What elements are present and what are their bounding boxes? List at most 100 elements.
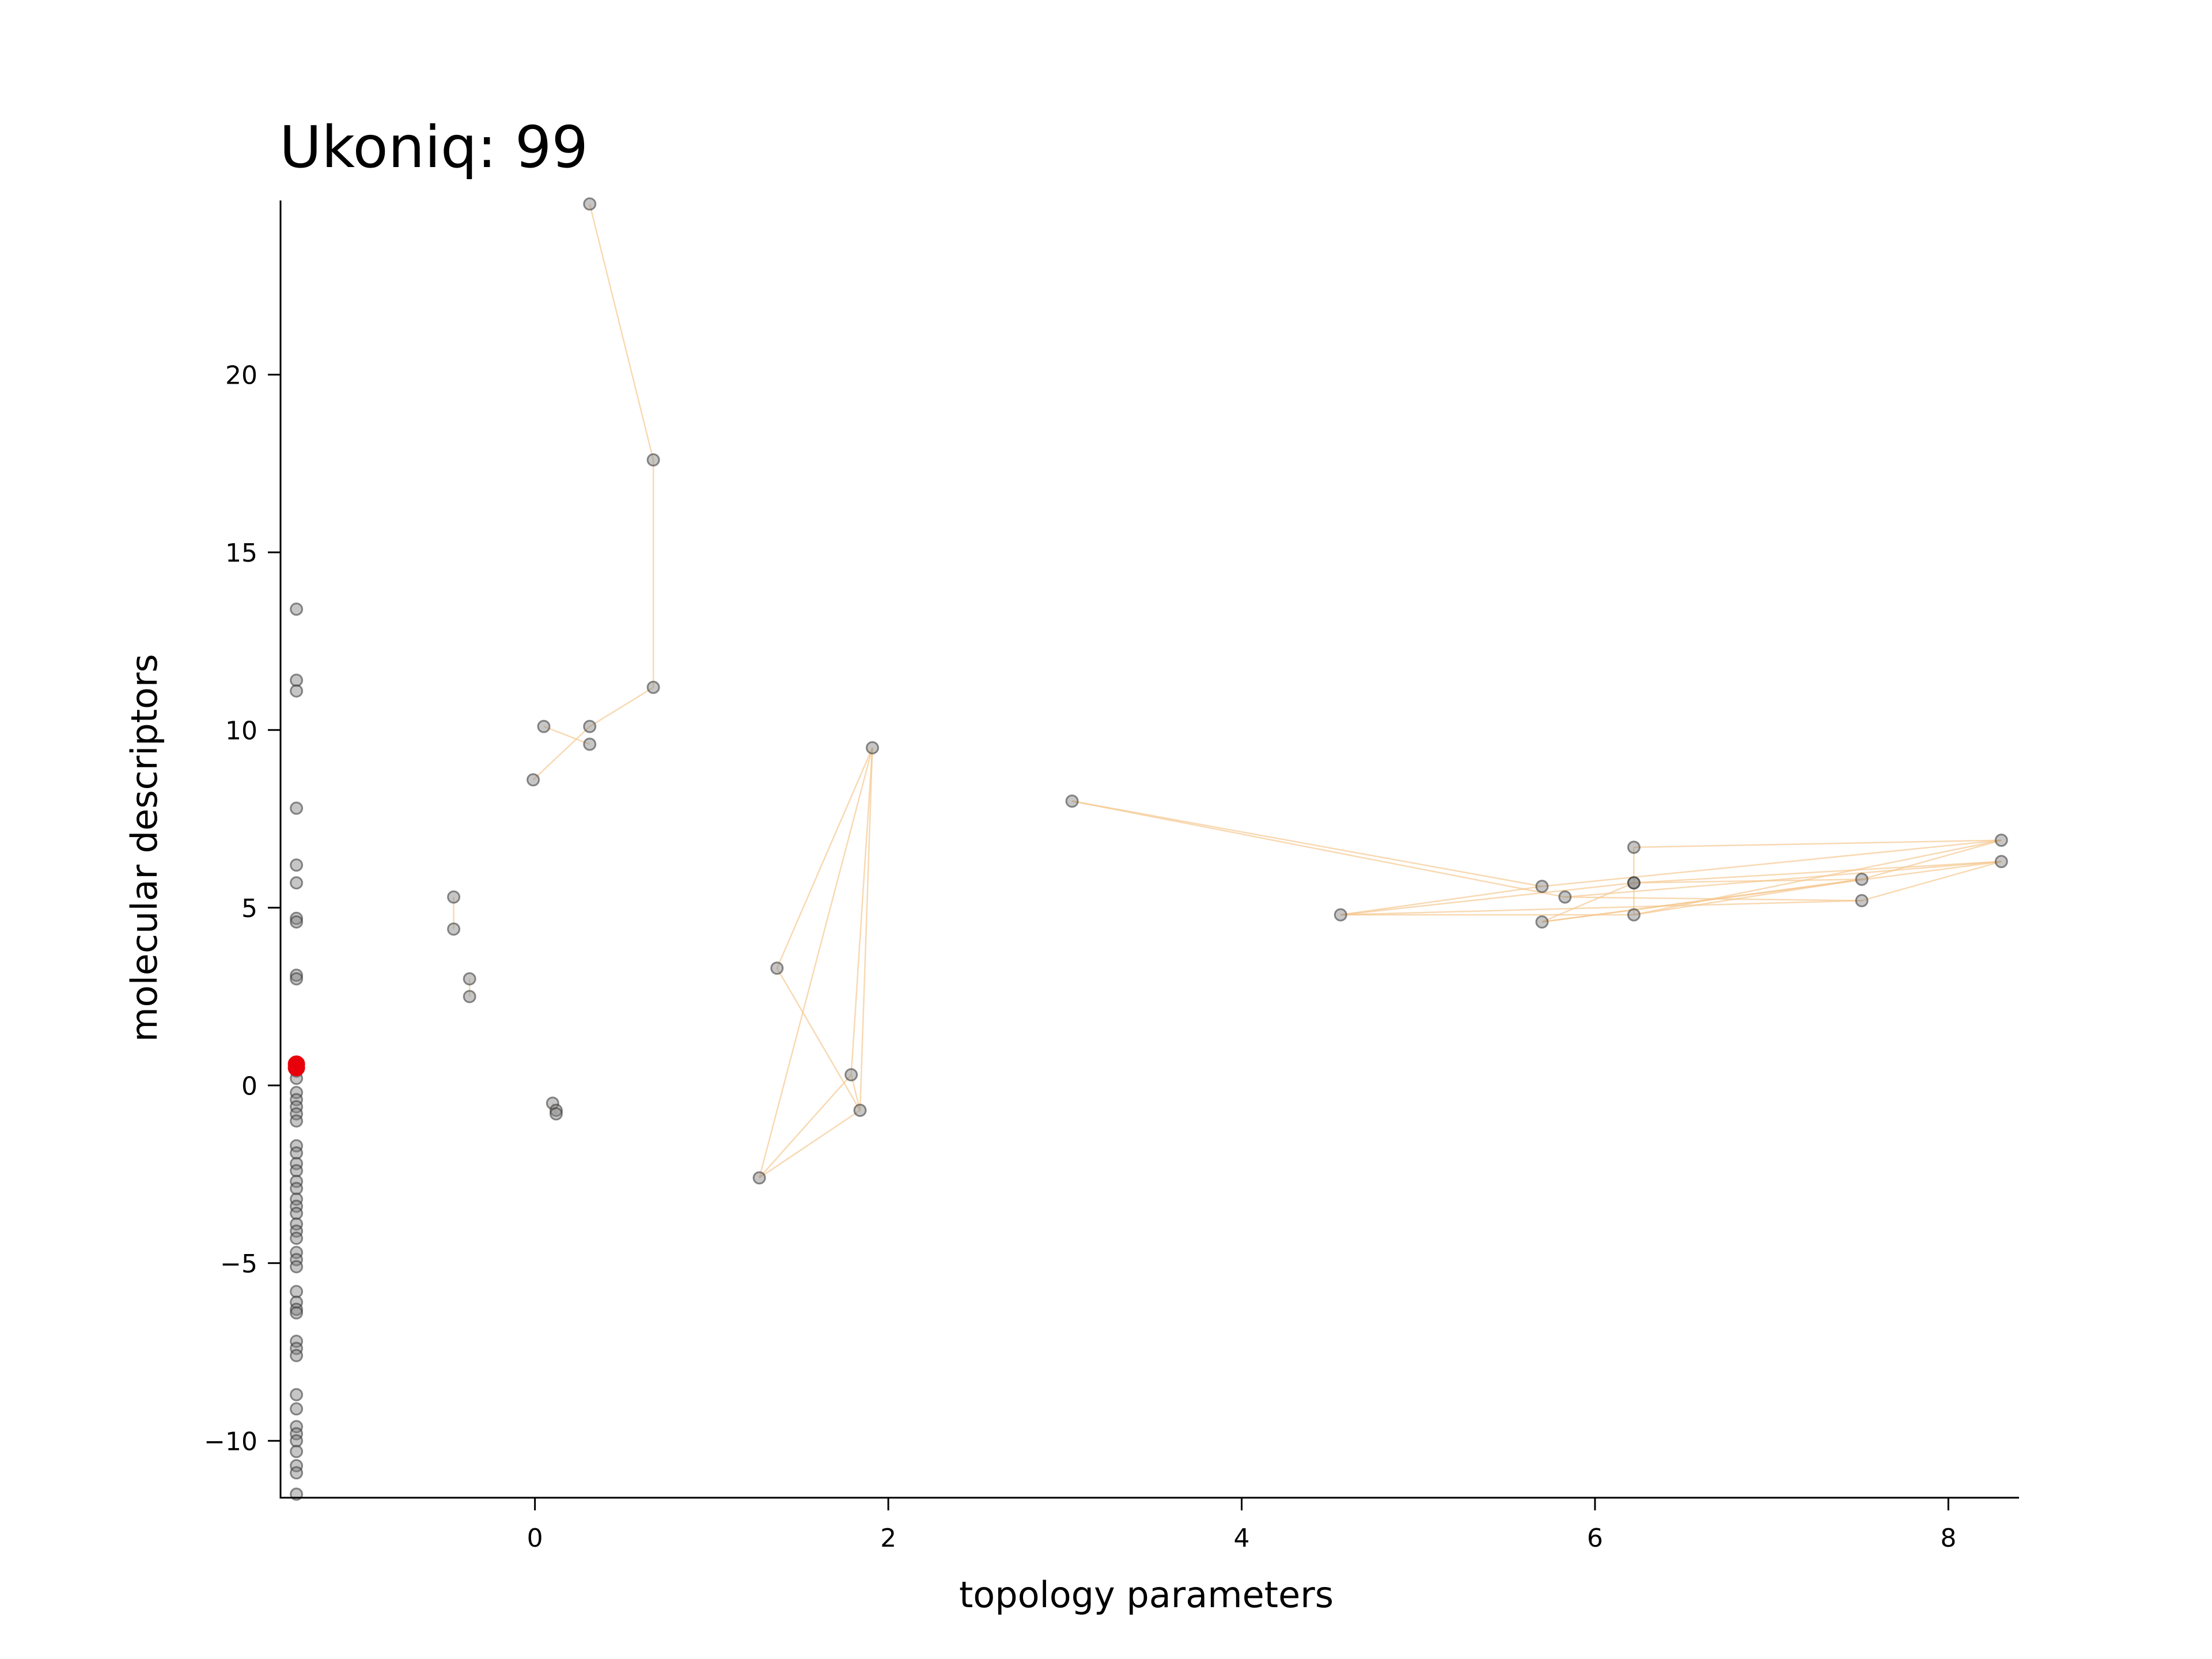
y-tick-label-0: −10: [204, 1427, 257, 1456]
data-point-54: [549, 1107, 563, 1121]
data-point-64: [844, 1068, 858, 1082]
edge-line-10: [850, 748, 873, 1075]
edge-line-33: [1861, 861, 2002, 902]
edge-line-11: [859, 748, 873, 1111]
edge-line-25: [1541, 839, 2002, 888]
data-point-62: [770, 961, 784, 975]
x-ticks: 0 2 4 6 8: [527, 1498, 1956, 1553]
y-tick-label-1: −5: [220, 1249, 257, 1279]
data-point-34: [290, 1302, 304, 1316]
edge-line-20: [1340, 900, 1862, 916]
data-point-22: [290, 1181, 304, 1195]
data-point-0: [290, 603, 304, 616]
y-axis-label: molecular descriptors: [123, 654, 165, 1042]
points-layer: [290, 197, 2008, 1501]
data-point-32: [290, 1285, 304, 1298]
edge-line-30: [1634, 878, 1862, 884]
data-point-71: [1558, 890, 1572, 904]
edge-line-8: [776, 747, 873, 969]
edge-line-13: [759, 1074, 852, 1179]
data-point-74: [1627, 876, 1641, 890]
edge-line-22: [1541, 882, 1634, 923]
data-point-60: [646, 453, 660, 467]
data-point-40: [290, 1402, 304, 1416]
chart-title: Ukoniq: 99: [279, 113, 588, 181]
data-point-70: [1535, 915, 1549, 929]
x-tick-label-4: 8: [1940, 1524, 1956, 1553]
data-point-69: [1535, 880, 1549, 893]
data-point-39: [290, 1388, 304, 1402]
data-point-6: [290, 911, 304, 925]
data-point-51: [463, 990, 476, 1003]
data-point-44: [290, 1445, 304, 1459]
data-point-50: [463, 972, 476, 986]
data-point-5: [290, 876, 304, 890]
data-point-9: [290, 972, 304, 986]
data-point-67: [1065, 794, 1079, 808]
data-point-1: [290, 673, 304, 687]
highlight-point-1: [287, 1059, 305, 1077]
highlight-layer: [287, 1055, 305, 1077]
data-point-38: [290, 1349, 304, 1362]
data-point-76: [1855, 872, 1869, 886]
data-point-58: [583, 737, 597, 751]
edge-line-29: [1634, 861, 2002, 884]
data-point-4: [290, 858, 304, 872]
y-tick-label-6: 20: [225, 361, 257, 390]
data-point-25: [290, 1206, 304, 1220]
data-point-46: [290, 1466, 304, 1480]
y-tick-label-4: 10: [225, 716, 257, 745]
edge-line-0: [589, 203, 654, 460]
data-point-59: [583, 197, 597, 211]
edge-line-3: [532, 726, 590, 781]
edge-line-16: [1071, 800, 1543, 888]
data-point-68: [1334, 908, 1347, 922]
x-tick-label-0: 0: [527, 1524, 543, 1553]
y-tick-label-3: 5: [241, 894, 257, 923]
edge-line-2: [589, 687, 654, 728]
data-point-65: [853, 1103, 867, 1117]
x-tick-label-2: 4: [1233, 1524, 1249, 1553]
data-point-43: [290, 1434, 304, 1448]
data-point-53: [549, 1103, 563, 1117]
edge-line-31: [1634, 839, 2002, 916]
data-point-18: [290, 1146, 304, 1160]
edge-line-34: [1861, 839, 2002, 880]
edges-layer: [453, 203, 2002, 1179]
edge-line-35: [1565, 861, 2002, 898]
data-point-72: [1627, 840, 1641, 854]
edge-line-18: [1340, 882, 1634, 916]
data-point-35: [290, 1306, 304, 1320]
y-tick-label-2: 0: [241, 1071, 257, 1101]
data-point-56: [537, 719, 551, 733]
data-point-7: [290, 915, 304, 929]
data-point-2: [290, 684, 304, 698]
data-point-48: [447, 890, 461, 904]
x-axis-label: topology parameters: [959, 1574, 1334, 1616]
data-point-28: [290, 1232, 304, 1245]
edge-line-19: [1340, 885, 1543, 916]
y-ticks: −10 −5 0 5 10 15 20: [204, 361, 281, 1456]
edge-line-32: [1634, 878, 1862, 916]
data-point-66: [865, 741, 879, 755]
data-point-49: [447, 922, 461, 936]
data-point-77: [1855, 893, 1869, 907]
x-tick-label-1: 2: [880, 1524, 896, 1553]
data-point-8: [290, 968, 304, 982]
x-tick-label-3: 6: [1587, 1524, 1603, 1553]
data-point-31: [290, 1260, 304, 1274]
data-point-3: [290, 801, 304, 815]
y-tick-label-5: 15: [225, 539, 257, 568]
axes-layer: 0 2 4 6 8 −10 −5 0 5 10 15 20: [204, 200, 2019, 1553]
data-point-75: [1627, 908, 1641, 922]
data-point-61: [646, 680, 660, 694]
edge-line-14: [759, 1109, 861, 1179]
edge-line-27: [1634, 839, 2002, 849]
data-point-55: [527, 773, 540, 787]
data-point-78: [1994, 834, 2008, 847]
data-point-57: [583, 719, 597, 733]
edge-line-17: [1071, 800, 1566, 898]
data-point-79: [1994, 855, 2008, 869]
